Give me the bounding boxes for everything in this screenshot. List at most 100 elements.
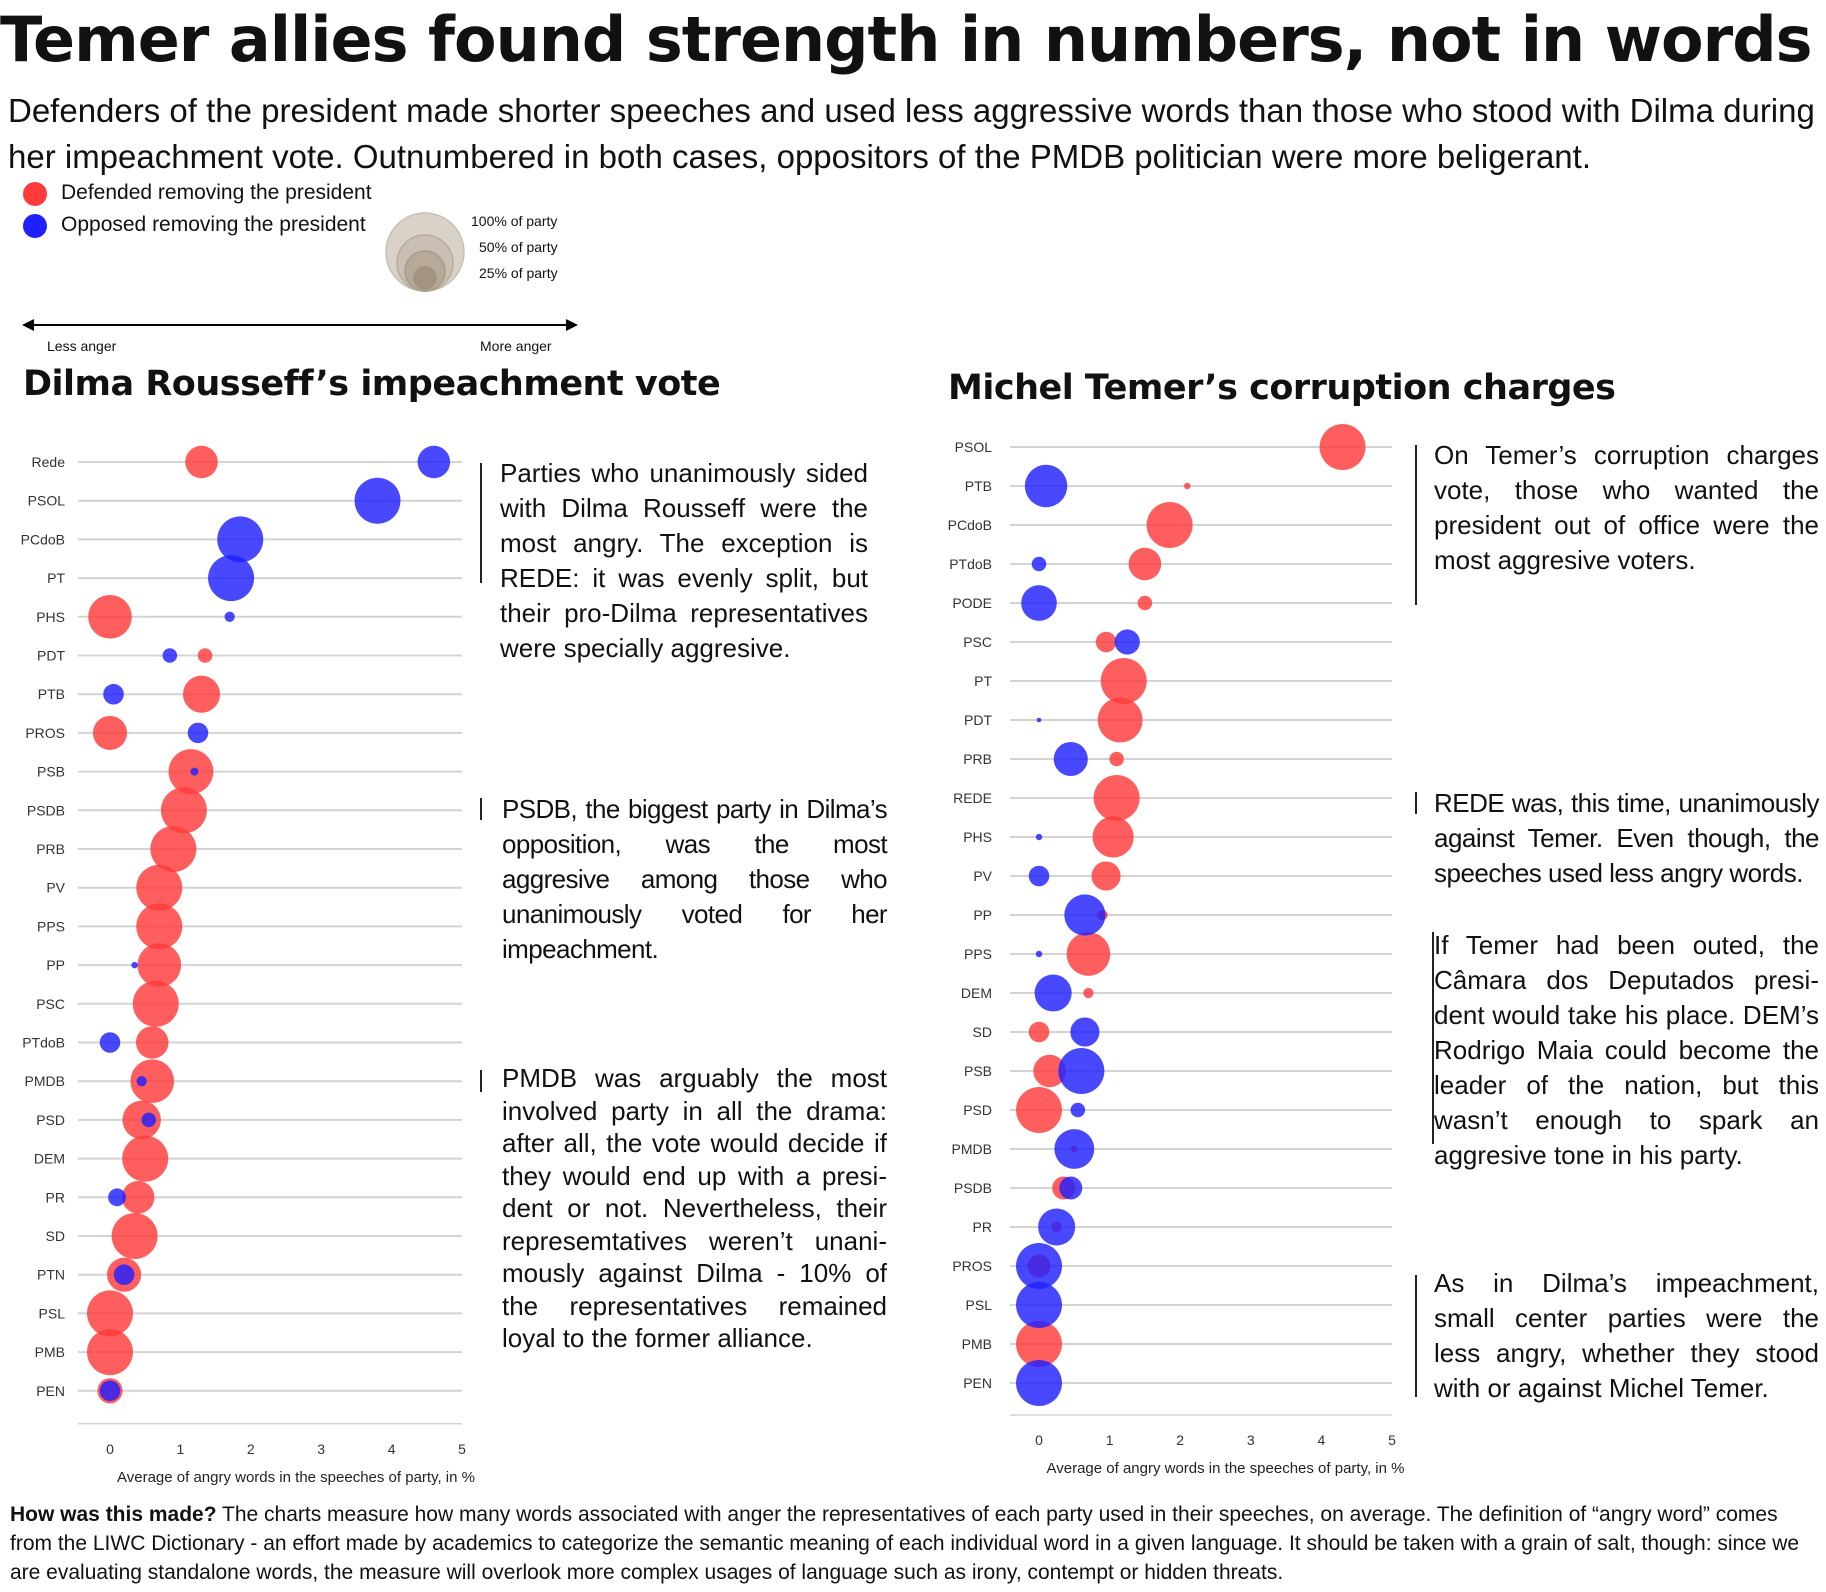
temer-bubble-opposed-pode xyxy=(1021,585,1057,621)
dilma-party-label: PR xyxy=(46,1189,65,1205)
dilma-chart: Rede PSOL PCdoB PT PHS PDT PTB PROS PSB PSDB PRB PV… xyxy=(21,445,475,1486)
temer-bubble-defended-pcdob xyxy=(1146,502,1193,548)
temer-bubble-opposed-phs xyxy=(1035,833,1043,841)
dilma-party-label: Rede xyxy=(32,454,66,470)
dilma-party-label: DEM xyxy=(34,1151,65,1167)
dilma-x-tick: 5 xyxy=(458,1441,466,1457)
temer-bubble-opposed-ptb xyxy=(1024,464,1068,508)
temer-bubble-defended-ptb xyxy=(1184,482,1191,490)
methodology-text: The charts measure how many words associ… xyxy=(10,1503,1800,1584)
less-anger-label: Less anger xyxy=(47,338,117,354)
dilma-chart-title: Dilma Rousseff’s impeachment vote xyxy=(23,364,721,404)
dilma-x-tick: 4 xyxy=(388,1441,396,1457)
dilma-bubble-defended-phs xyxy=(88,594,132,639)
legend-dot-defended xyxy=(23,182,47,206)
dilma-x-tick: 3 xyxy=(317,1441,325,1457)
temer-party-label: PSL xyxy=(966,1297,993,1313)
temer-party-label: PCdoB xyxy=(948,517,992,533)
dilma-bubble-defended-pr xyxy=(121,1181,155,1214)
size-label-100: 100% of party xyxy=(471,213,558,229)
temer-bubble-defended-psc xyxy=(1095,631,1117,653)
dilma-party-label: PSC xyxy=(36,996,65,1012)
dilma-party-label: PRB xyxy=(36,841,65,857)
temer-party-label: PEN xyxy=(963,1375,992,1391)
dilma-bubble-opposed-ptb xyxy=(103,683,124,705)
dilma-bubble-opposed-pt xyxy=(208,555,255,602)
temer-party-label: PMDB xyxy=(952,1141,992,1157)
anger-scale-arrow xyxy=(22,319,578,331)
dilma-bubble-defended-rede xyxy=(185,445,218,479)
temer-bubble-defended-pv xyxy=(1091,861,1121,891)
temer-party-label: PP xyxy=(973,907,992,923)
temer-x-tick: 0 xyxy=(1035,1432,1043,1448)
temer-party-label: PSOL xyxy=(955,439,993,455)
dilma-party-label: PHS xyxy=(36,609,65,625)
temer-bubble-opposed-psd xyxy=(1070,1102,1086,1118)
temer-party-label: PSC xyxy=(963,634,992,650)
dilma-bubble-defended-psc xyxy=(132,980,179,1027)
dilma-x-tick: 0 xyxy=(106,1441,114,1457)
temer-bubble-opposed-pr xyxy=(1038,1208,1076,1246)
legend-dot-opposed xyxy=(23,214,47,238)
temer-x-tick: 2 xyxy=(1176,1432,1184,1448)
temer-x-tick: 4 xyxy=(1318,1432,1326,1448)
dilma-bubble-defended-ptdob xyxy=(135,1026,169,1059)
temer-party-label: PR xyxy=(973,1219,992,1235)
temer-bubble-defended-psd xyxy=(1016,1087,1062,1133)
dilma-party-label: SD xyxy=(46,1228,65,1244)
note-temer-4: As in Dilma’s impeachment, small center … xyxy=(1434,1268,1819,1403)
note-bar-temer-2 xyxy=(1415,792,1417,814)
dilma-bubble-opposed-pdt xyxy=(162,648,178,663)
dilma-bubble-defended-psdb xyxy=(160,787,207,834)
temer-party-label: PODE xyxy=(952,595,992,611)
temer-bubble-opposed-psl xyxy=(1016,1282,1062,1328)
methodology-footer: How was this made? The charts measure ho… xyxy=(10,1500,1818,1587)
temer-party-label: PMB xyxy=(962,1336,992,1352)
dilma-party-label: PMDB xyxy=(25,1073,65,1089)
temer-chart: PSOL PTB PCdoB PTdoB PODE PSC PT PDT PRB REDE PHS P… xyxy=(948,424,1404,1477)
dilma-party-label: PEN xyxy=(36,1383,65,1399)
dilma-party-label: PSDB xyxy=(27,802,65,818)
temer-bubble-opposed-pv xyxy=(1028,865,1050,887)
temer-bubble-opposed-pps xyxy=(1035,950,1043,958)
dilma-x-axis-label: Average of angry words in the speeches o… xyxy=(117,1469,475,1486)
temer-party-label: PSB xyxy=(964,1063,992,1079)
dilma-bubble-opposed-pen xyxy=(99,1380,121,1402)
temer-bubble-opposed-pros xyxy=(1016,1243,1062,1289)
dilma-bubble-opposed-phs xyxy=(224,611,235,622)
temer-chart-title: Michel Temer’s corruption charges xyxy=(948,368,1616,408)
dilma-party-label: PT xyxy=(47,570,65,586)
legend-label-opposed: Opposed removing the president xyxy=(61,213,366,236)
note-dilma-1: Parties who unanimously sided with Dilma… xyxy=(500,458,868,663)
temer-x-tick: 1 xyxy=(1106,1432,1114,1448)
note-temer-2: REDE was, this time, unanimously against… xyxy=(1434,788,1820,888)
note-dilma-2: PSDB, the biggest party in Dilma’s oppos… xyxy=(502,794,888,964)
size-label-25: 25% of party xyxy=(479,265,558,281)
dilma-party-label: PCdoB xyxy=(21,531,65,547)
temer-bubble-opposed-sd xyxy=(1070,1017,1100,1047)
dilma-bubble-defended-pv xyxy=(136,864,183,911)
note-bar-temer-1 xyxy=(1415,445,1417,605)
dilma-bubble-opposed-psd xyxy=(141,1112,156,1128)
dilma-bubble-opposed-psol xyxy=(354,477,401,524)
temer-party-label: PROS xyxy=(952,1258,992,1274)
dilma-party-label: PSB xyxy=(37,764,65,780)
dilma-bubble-defended-pp xyxy=(137,943,182,987)
dilma-bubble-opposed-ptdob xyxy=(99,1032,121,1053)
dilma-party-label: PROS xyxy=(25,725,65,741)
temer-party-label: PSD xyxy=(963,1102,992,1118)
temer-party-label: PDT xyxy=(964,712,992,728)
dilma-party-label: PTdoB xyxy=(22,1035,65,1051)
dilma-bubble-defended-dem xyxy=(122,1135,169,1182)
dilma-bubble-defended-pmdb xyxy=(130,1059,175,1104)
dilma-bubble-opposed-psb xyxy=(190,767,199,776)
temer-bubble-opposed-pdt xyxy=(1036,717,1042,723)
dilma-x-tick: 2 xyxy=(247,1441,255,1457)
dilma-party-label: PSOL xyxy=(28,493,66,509)
size-legend xyxy=(385,212,465,292)
temer-bubble-opposed-pen xyxy=(1016,1360,1062,1406)
dilma-party-label: PMB xyxy=(35,1344,65,1360)
temer-bubble-opposed-psc xyxy=(1114,629,1140,655)
temer-bubble-defended-dem xyxy=(1083,987,1094,999)
temer-party-label: PT xyxy=(974,673,992,689)
